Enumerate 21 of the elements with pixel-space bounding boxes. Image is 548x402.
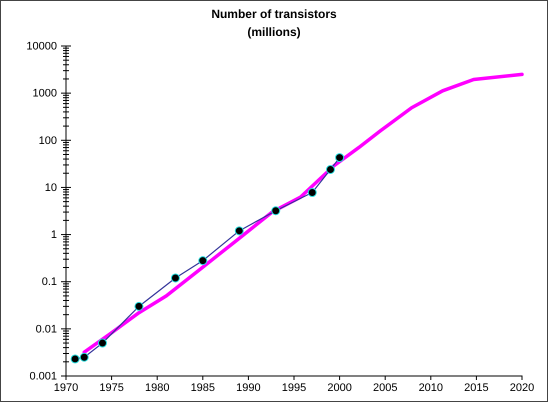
y-tick-label: 1000 <box>32 88 57 100</box>
x-tick-label: 1975 <box>99 382 124 394</box>
x-tick-label: 1995 <box>282 382 306 394</box>
x-tick-label: 2015 <box>464 382 489 394</box>
y-tick-label: 0.001 <box>29 370 57 383</box>
chart-title: Number of transistors <box>211 7 337 21</box>
x-tick-label: 2010 <box>418 382 444 394</box>
y-tick-label: 0.01 <box>36 323 57 336</box>
x-tick-label: 2005 <box>372 382 398 394</box>
x-tick-label: 1970 <box>54 382 78 394</box>
y-tick-label: 10 <box>44 182 57 194</box>
x-tick-label: 2020 <box>510 382 534 394</box>
y-tick-label: 10000 <box>26 40 57 53</box>
x-tick-label: 2000 <box>327 382 352 394</box>
x-tick-label: 1990 <box>236 382 261 394</box>
y-tick-label: 100 <box>38 134 57 147</box>
y-tick-label: 1 <box>50 229 57 242</box>
chart-subtitle: (millions) <box>247 25 301 39</box>
x-tick-label: 1985 <box>190 382 216 394</box>
y-tick-label: 0.1 <box>42 276 57 288</box>
x-tick-label: 1980 <box>144 382 170 394</box>
